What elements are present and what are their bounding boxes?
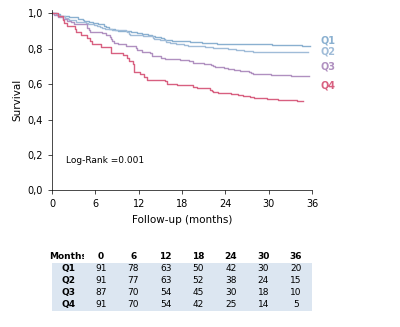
Text: Q2: Q2 xyxy=(321,46,336,56)
Y-axis label: Survival: Survival xyxy=(12,79,22,121)
Text: Q1: Q1 xyxy=(321,36,336,46)
Text: Q3: Q3 xyxy=(321,61,336,71)
X-axis label: Follow-up (months): Follow-up (months) xyxy=(132,215,232,225)
Text: Log-Rank =0.001: Log-Rank =0.001 xyxy=(66,156,144,165)
Text: Q4: Q4 xyxy=(321,81,336,91)
